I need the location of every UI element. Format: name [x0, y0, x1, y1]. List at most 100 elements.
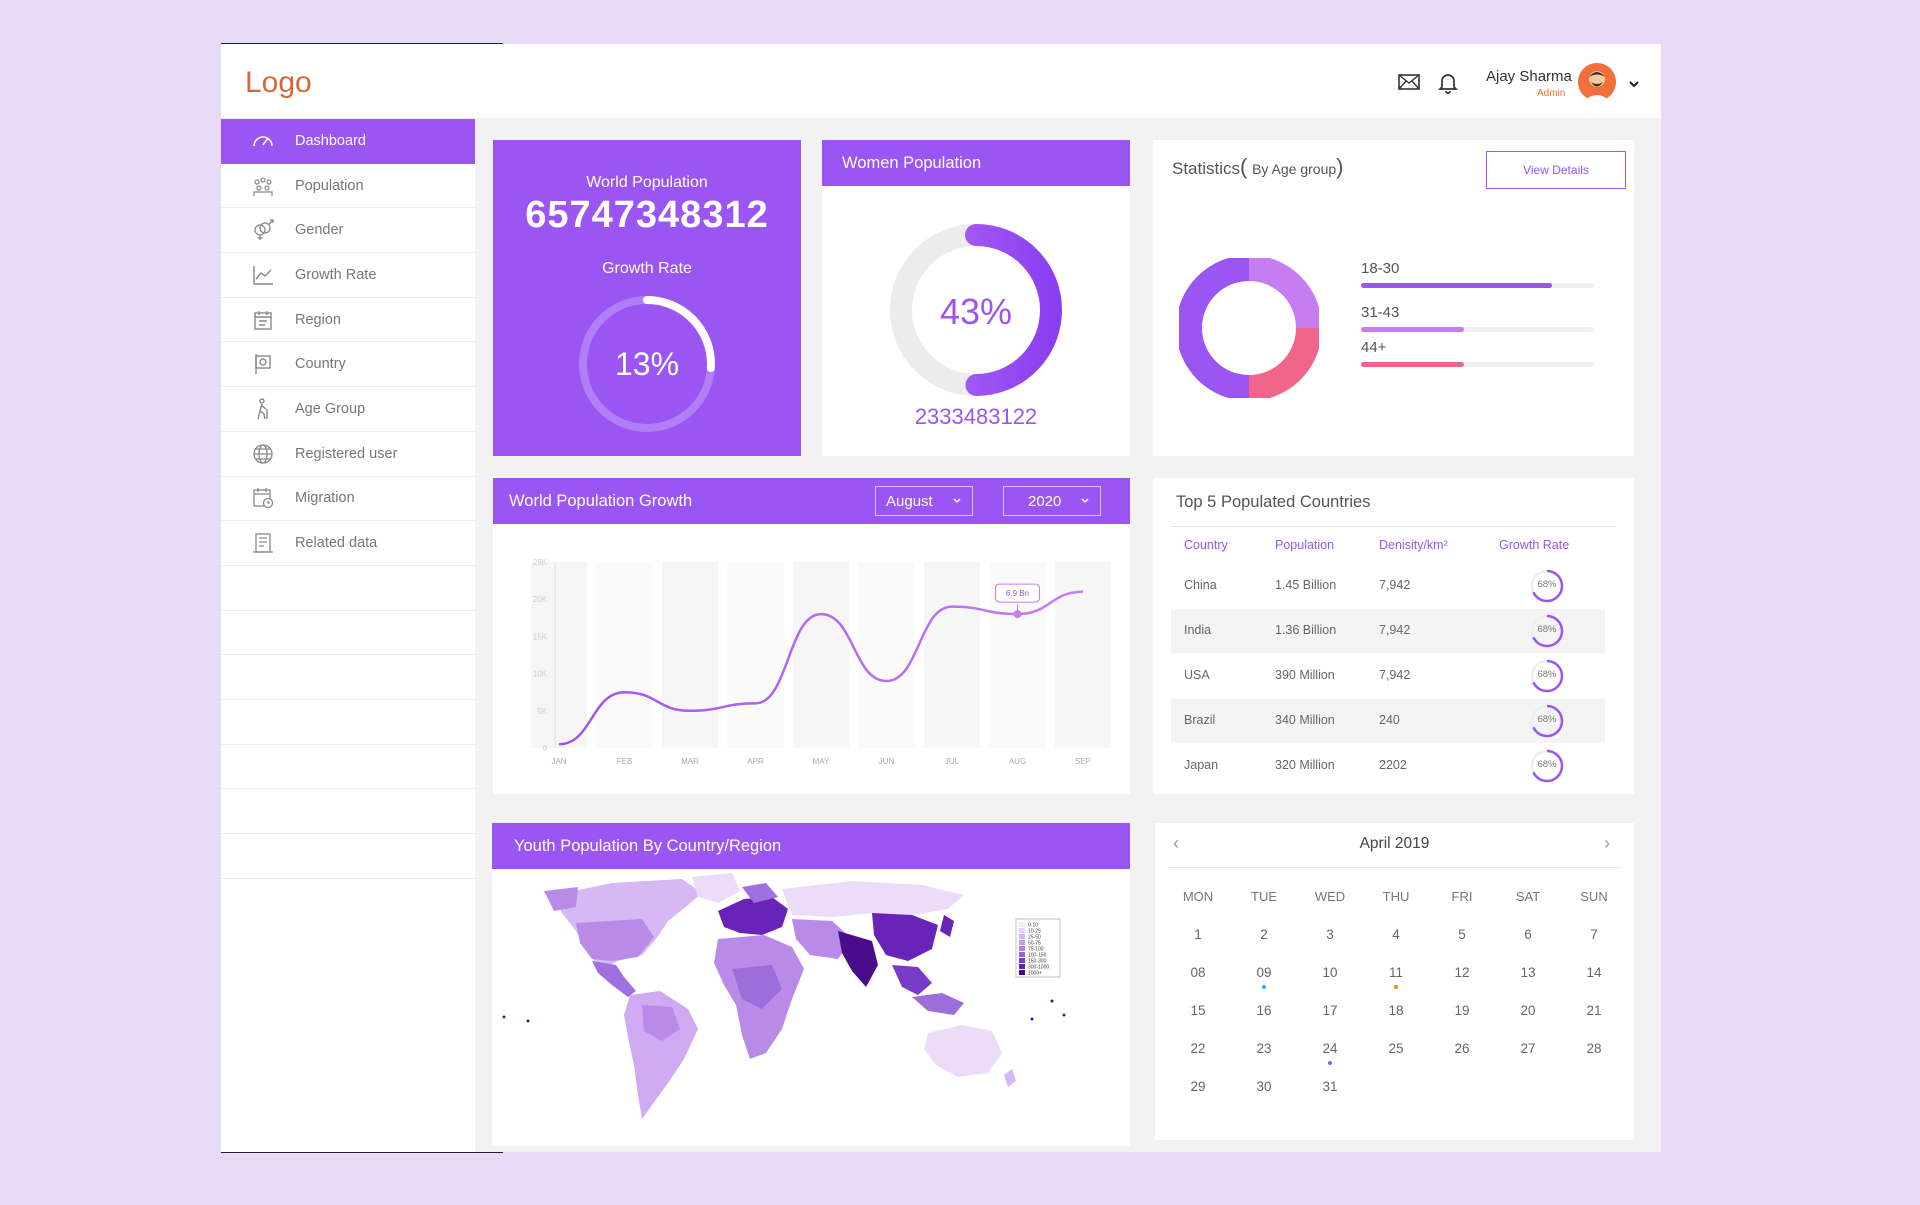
- calendar-day[interactable]: 4: [1392, 927, 1400, 942]
- sidebar-item-related-data[interactable]: Related data: [221, 521, 475, 566]
- women-percent: 43%: [940, 291, 1012, 332]
- table-row[interactable]: USA 390 Million 7,942 68%: [1171, 654, 1605, 698]
- column-header[interactable]: Population: [1275, 538, 1335, 552]
- calendar-day[interactable]: 09: [1231, 959, 1297, 997]
- map-region-australia[interactable]: [924, 1025, 1002, 1077]
- map-region-usa[interactable]: [576, 919, 654, 961]
- world-map[interactable]: 0-1010-2525-5050-7575-100100-150150-3003…: [492, 869, 1130, 1146]
- legend-swatch: [1019, 934, 1025, 939]
- column-header[interactable]: Growth Rate: [1499, 538, 1570, 552]
- calendar-day[interactable]: 14: [1586, 965, 1602, 980]
- map-region-new-zealand[interactable]: [1004, 1069, 1016, 1087]
- growth-rate-ring: 13%: [579, 296, 715, 432]
- table-row[interactable]: India 1.36 Billion 7,942 68%: [1171, 609, 1605, 653]
- map-region-india[interactable]: [838, 931, 878, 987]
- calendar-day[interactable]: 3: [1326, 927, 1334, 942]
- avatar[interactable]: [1578, 63, 1616, 101]
- map-region-russia[interactable]: [782, 881, 964, 917]
- calendar-day[interactable]: 28: [1586, 1041, 1602, 1056]
- map-region-brazil[interactable]: [642, 1005, 680, 1041]
- map-region-middle-east[interactable]: [792, 919, 852, 959]
- calendar-day[interactable]: 11: [1363, 959, 1429, 997]
- calendar-day[interactable]: 7: [1590, 927, 1598, 942]
- calendar-day[interactable]: 08: [1190, 965, 1206, 980]
- month-select[interactable]: August: [875, 486, 973, 516]
- chevron-down-icon[interactable]: [1627, 77, 1641, 91]
- sidebar-item-age-group[interactable]: Age Group: [221, 387, 475, 432]
- calendar-day[interactable]: 6: [1524, 927, 1532, 942]
- view-details-button[interactable]: View Details: [1486, 151, 1626, 189]
- calendar-day[interactable]: 17: [1322, 1003, 1338, 1018]
- sidebar-item-country[interactable]: Country: [221, 342, 475, 388]
- calendar-day[interactable]: 27: [1520, 1041, 1536, 1056]
- map-region-southeast-asia[interactable]: [892, 965, 932, 995]
- user-name[interactable]: Ajay Sharma: [1486, 68, 1572, 85]
- map-region-japan[interactable]: [940, 915, 954, 937]
- calendar-day[interactable]: 24: [1297, 1035, 1363, 1073]
- calendar-day[interactable]: 19: [1454, 1003, 1470, 1018]
- globe-icon: [253, 444, 273, 464]
- sidebar-item-gender[interactable]: Gender: [221, 208, 475, 254]
- sidebar-item-population[interactable]: Population: [221, 164, 475, 209]
- calendar-day[interactable]: 23: [1256, 1041, 1272, 1056]
- sidebar-empty-row: [221, 566, 475, 611]
- chevron-left-icon[interactable]: ‹: [1173, 833, 1179, 853]
- sidebar-item-migration[interactable]: Migration: [221, 477, 475, 522]
- mail-icon[interactable]: [1397, 70, 1421, 94]
- calendar-day[interactable]: 26: [1454, 1041, 1470, 1056]
- calendar-day[interactable]: 13: [1520, 965, 1536, 980]
- grid-band: [596, 562, 653, 748]
- map-region-greenland[interactable]: [692, 873, 740, 903]
- map-region-central-america[interactable]: [592, 961, 636, 997]
- calendar-day[interactable]: 25: [1388, 1041, 1404, 1056]
- growth-rate-arc: [579, 296, 715, 432]
- calendar-day[interactable]: 22: [1190, 1041, 1206, 1056]
- calendar-day[interactable]: 15: [1190, 1003, 1206, 1018]
- top-countries-title: Top 5 Populated Countries: [1176, 493, 1371, 511]
- column-header[interactable]: Denisity/km²: [1379, 538, 1448, 552]
- map-region-scandinavia[interactable]: [742, 883, 778, 903]
- chevron-right-icon[interactable]: ›: [1604, 833, 1610, 853]
- data-point[interactable]: [1013, 610, 1022, 619]
- sidebar-item-region[interactable]: Region: [221, 298, 475, 343]
- weekday-label: TUE: [1251, 889, 1277, 904]
- table-row[interactable]: Japan 320 Million 2202 68%: [1171, 744, 1605, 788]
- calendar-day[interactable]: 18: [1388, 1003, 1404, 1018]
- calendar-day[interactable]: 2: [1260, 927, 1268, 942]
- data-icon: [253, 533, 273, 553]
- calendar-day[interactable]: 10: [1322, 965, 1338, 980]
- map-region-indonesia[interactable]: [912, 993, 964, 1015]
- column-header[interactable]: Country: [1184, 538, 1228, 552]
- growth-rate-value: 68%: [1537, 624, 1557, 635]
- x-tick-label: FEB: [617, 757, 633, 766]
- calendar-day[interactable]: 1: [1194, 927, 1202, 942]
- calendar-day[interactable]: 31: [1322, 1079, 1338, 1094]
- calendar-day[interactable]: 20: [1520, 1003, 1536, 1018]
- sidebar-item-dashboard[interactable]: Dashboard: [221, 119, 475, 164]
- logo[interactable]: Logo: [245, 66, 312, 99]
- sidebar-empty-row: [221, 834, 475, 879]
- statistics-card: Statistics( By Age group) View Details 1…: [1153, 140, 1634, 456]
- table-row[interactable]: China 1.45 Billion 7,942 68%: [1171, 564, 1605, 608]
- calendar-day[interactable]: 30: [1256, 1079, 1272, 1094]
- calendar-day[interactable]: 12: [1454, 965, 1470, 980]
- calendar-card: ‹ April 2019 › MON TUE WED THU FRI SAT SUN 1 2 3 4…: [1155, 823, 1634, 1140]
- calendar-day[interactable]: 5: [1458, 927, 1466, 942]
- month-select-value: August: [886, 492, 933, 510]
- year-select[interactable]: 2020: [1003, 486, 1101, 516]
- y-tick-label: 25K: [533, 558, 548, 567]
- map-region-central-africa[interactable]: [732, 965, 782, 1009]
- sidebar-item-growth-rate[interactable]: Growth Rate: [221, 253, 475, 298]
- map-region-south-america[interactable]: [624, 991, 698, 1119]
- calendar-day[interactable]: 29: [1190, 1079, 1206, 1094]
- map-region-china[interactable]: [872, 913, 938, 961]
- map-region-alaska[interactable]: [544, 887, 578, 911]
- sidebar-item-registered-user[interactable]: Registered user: [221, 432, 475, 477]
- women-population-title: Women Population: [822, 140, 1130, 186]
- table-row[interactable]: Brazil 340 Million 240 68%: [1171, 699, 1605, 743]
- calendar-day[interactable]: 16: [1256, 1003, 1272, 1018]
- bell-icon[interactable]: [1436, 70, 1460, 94]
- women-population-ring: 43%: [890, 224, 1062, 396]
- calendar-day[interactable]: 21: [1586, 1003, 1602, 1018]
- map-region-europe[interactable]: [718, 897, 788, 935]
